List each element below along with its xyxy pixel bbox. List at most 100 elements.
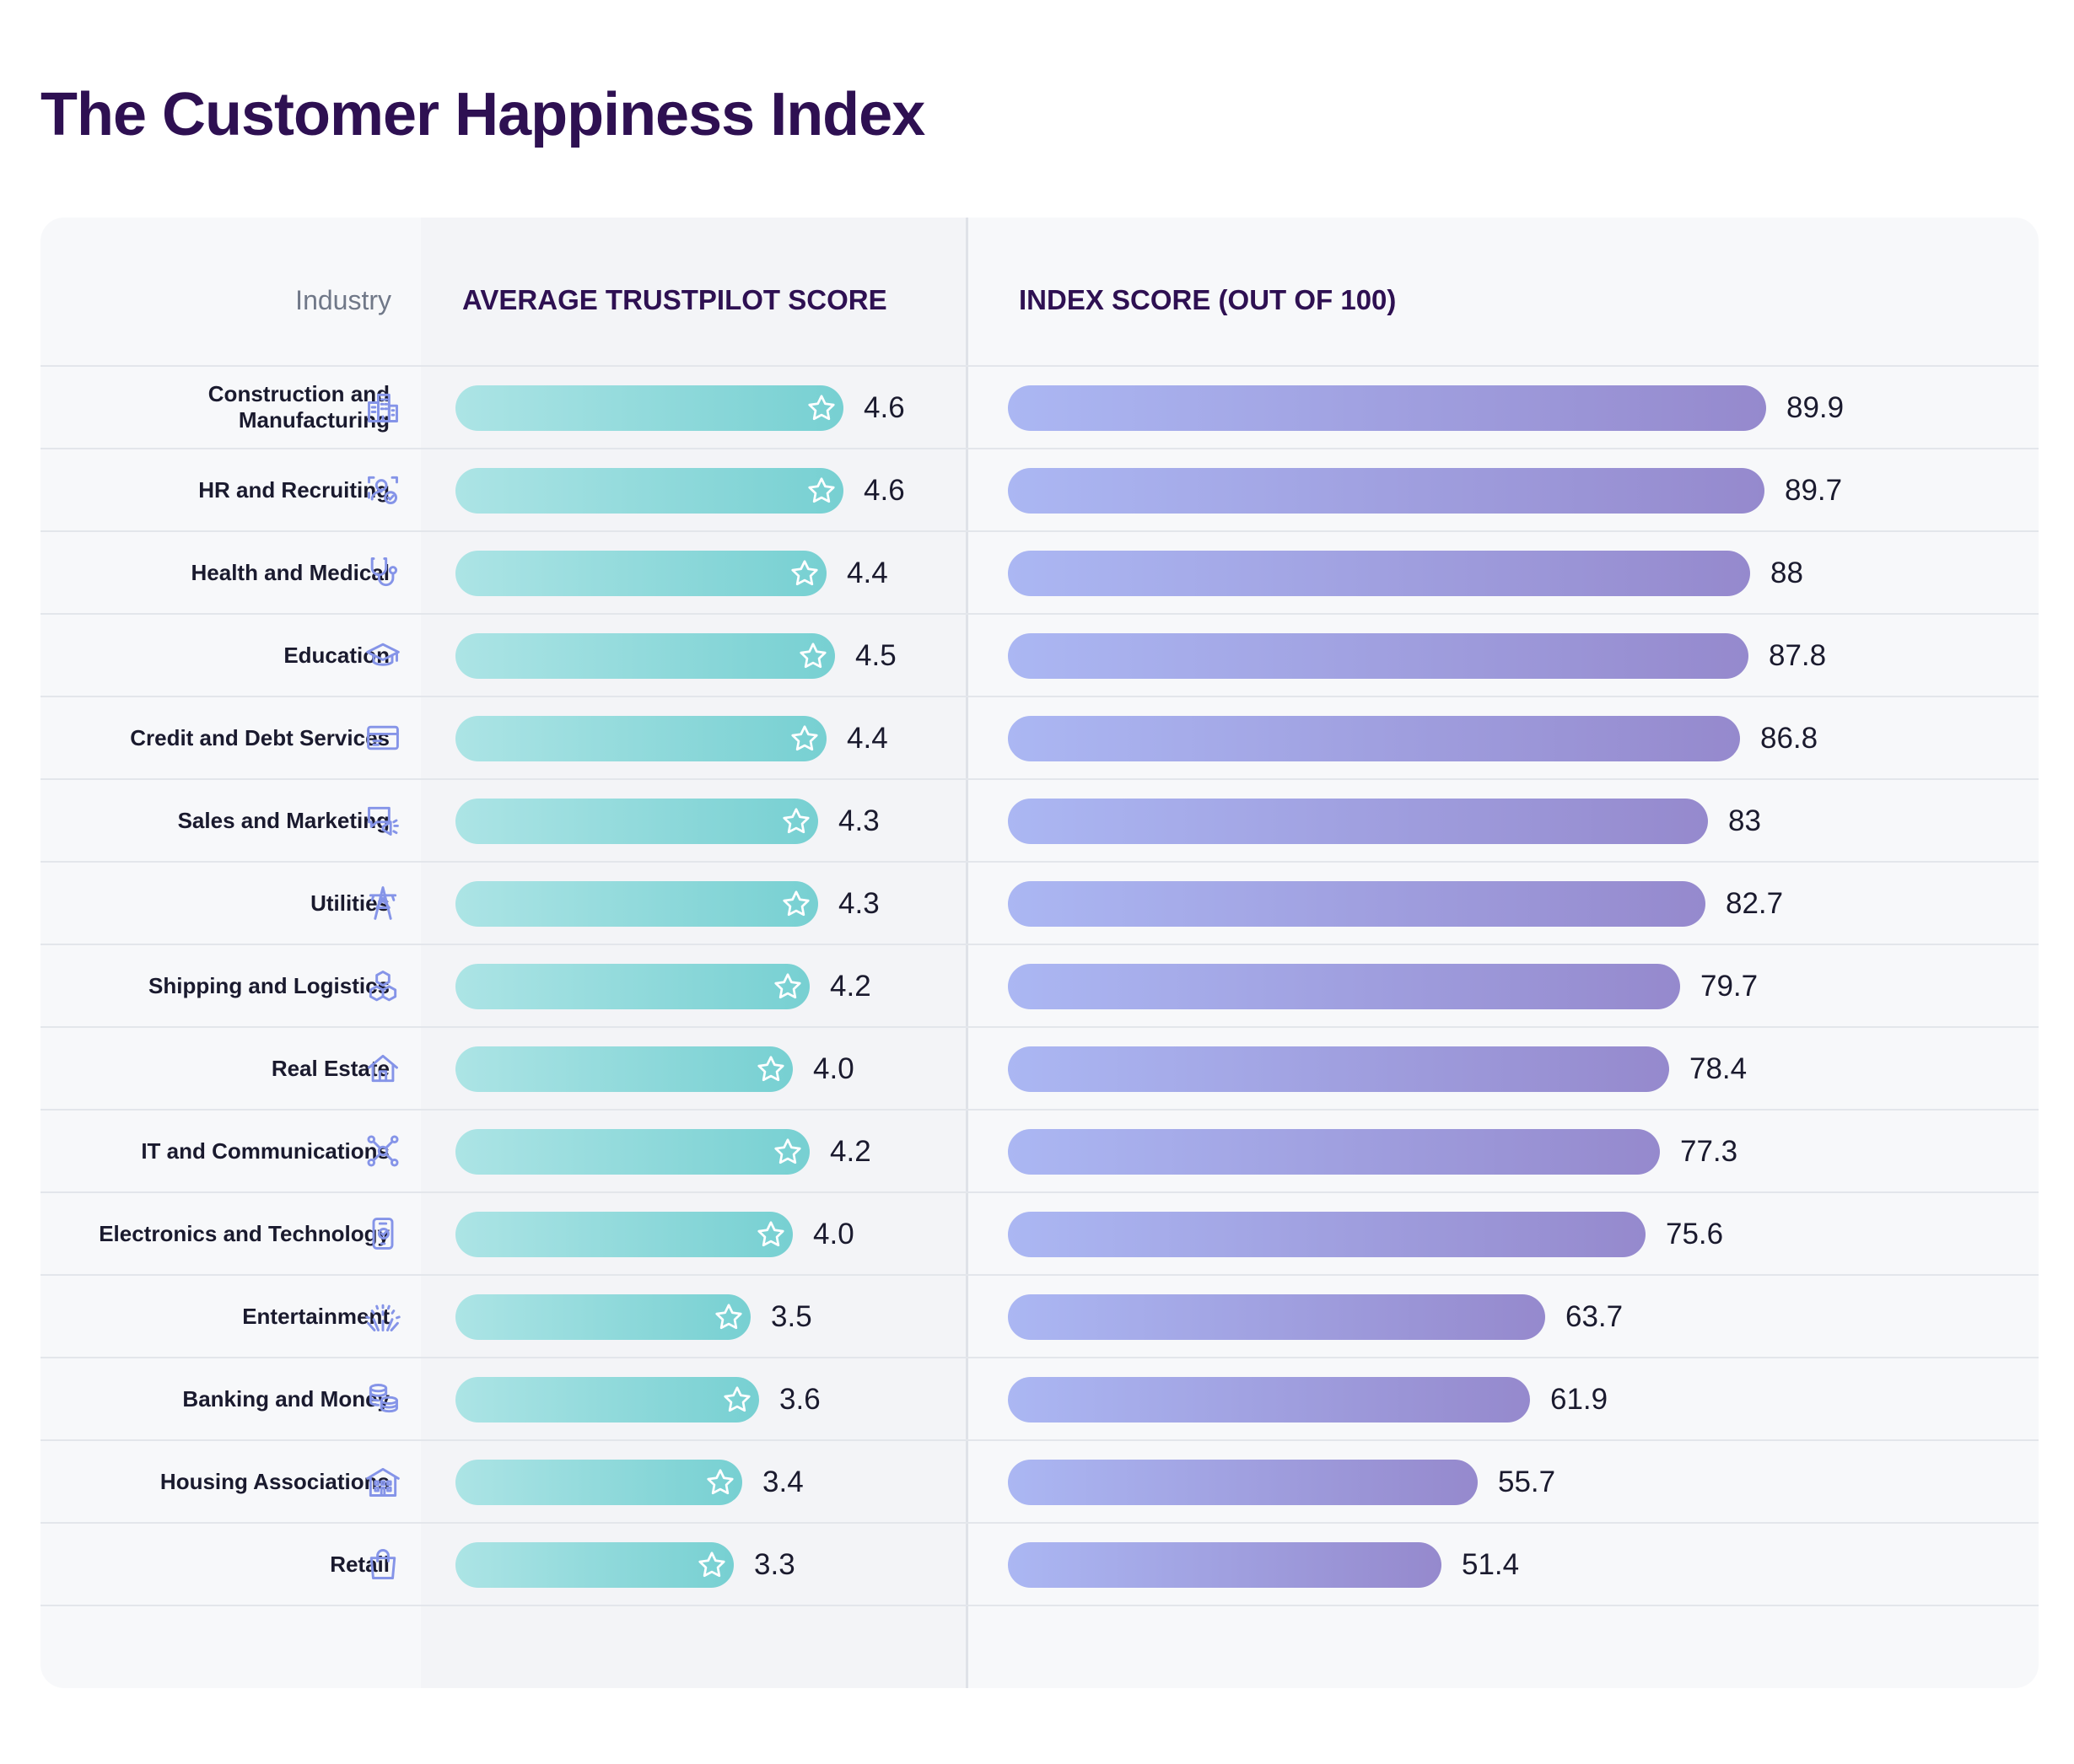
index-bar — [1008, 385, 1766, 431]
index-bar — [1008, 964, 1680, 1009]
table-row: Utilities 4.3 82.7 — [40, 861, 2039, 944]
star-icon — [789, 723, 820, 754]
star-icon — [756, 1219, 786, 1250]
star-icon — [781, 889, 811, 919]
chart-table: Industry AVERAGE TRUSTPILOT SCORE INDEX … — [40, 218, 2039, 1688]
star-icon — [806, 476, 837, 506]
trustpilot-bar — [455, 1542, 734, 1588]
table-row: Electronics and Technology 4.0 75.6 — [40, 1191, 2039, 1274]
trustpilot-value-label: 4.5 — [855, 639, 897, 672]
table-row: Construction and Manufacturing 4.6 89.9 — [40, 365, 2039, 448]
industry-label: Electronics and Technology — [99, 1220, 390, 1246]
trustpilot-value-label: 3.4 — [762, 1466, 804, 1498]
trustpilot-value-label: 3.5 — [771, 1300, 812, 1333]
table-row: Banking and Money 3.6 61.9 — [40, 1357, 2039, 1439]
index-value-label: 89.7 — [1785, 474, 1843, 507]
industry-label: Retail — [330, 1551, 390, 1577]
index-bar — [1008, 1212, 1646, 1257]
table-row: IT and Communications 4.2 77.3 — [40, 1109, 2039, 1191]
industry-label: Education — [283, 642, 390, 668]
table-row: Entertainment 3.5 63.7 — [40, 1274, 2039, 1357]
megaphone-chat-icon — [364, 802, 401, 839]
index-value-label: 61.9 — [1550, 1383, 1608, 1416]
index-bar — [1008, 1542, 1441, 1588]
trustpilot-value-label: 4.0 — [813, 1052, 854, 1085]
smartphone-icon — [364, 1215, 401, 1252]
trustpilot-bar — [455, 1046, 793, 1092]
star-icon — [798, 641, 828, 671]
table-row: Sales and Marketing 4.3 83 — [40, 778, 2039, 861]
table-row: Health and Medical 4.4 88 — [40, 530, 2039, 613]
star-icon — [773, 971, 803, 1002]
index-value-label: 63.7 — [1565, 1300, 1624, 1333]
industry-label: IT and Communications — [141, 1137, 390, 1164]
table-row: Education 4.5 87.8 — [40, 613, 2039, 696]
trustpilot-bar — [455, 468, 843, 514]
index-value-label: 86.8 — [1760, 722, 1818, 755]
coins-icon — [364, 1380, 401, 1417]
index-value-label: 77.3 — [1680, 1135, 1738, 1168]
boxes-icon — [364, 967, 401, 1004]
fireworks-icon — [364, 1298, 401, 1335]
index-bar — [1008, 551, 1750, 596]
star-icon — [705, 1467, 735, 1498]
index-value-label: 87.8 — [1769, 639, 1827, 672]
industry-label: Construction and Manufacturing — [207, 381, 390, 433]
trustpilot-bar — [455, 1294, 751, 1340]
index-bar — [1008, 881, 1705, 927]
trustpilot-value-label: 4.0 — [813, 1218, 854, 1250]
trustpilot-column-background — [421, 218, 966, 1688]
trustpilot-value-label: 3.3 — [754, 1548, 795, 1581]
industry-label: Health and Medical — [191, 559, 391, 585]
buildings-icon — [364, 389, 401, 426]
index-value-label: 82.7 — [1726, 887, 1784, 920]
industry-label: Entertainment — [242, 1303, 390, 1329]
index-bar — [1008, 716, 1740, 761]
index-bar — [1008, 799, 1708, 844]
table-row: Retail 3.3 51.4 — [40, 1522, 2039, 1606]
trustpilot-value-label: 4.6 — [864, 474, 905, 507]
power-tower-icon — [364, 885, 401, 922]
table-row: HR and Recruiting 4.6 89.7 — [40, 448, 2039, 530]
index-score-header: INDEX SCORE (OUT OF 100) — [1019, 284, 1397, 315]
trustpilot-value-label: 4.6 — [864, 391, 905, 424]
column-divider — [966, 218, 968, 1688]
trustpilot-bar — [455, 1460, 742, 1505]
trustpilot-bar — [455, 716, 827, 761]
index-bar — [1008, 1460, 1478, 1505]
industry-label: Banking and Money — [182, 1385, 390, 1412]
industry-label: Real Estate — [271, 1055, 390, 1081]
industry-label: Sales and Marketing — [177, 807, 390, 833]
industry-label: Credit and Debt Services — [130, 724, 390, 750]
trustpilot-bar — [455, 881, 818, 927]
star-icon — [697, 1550, 727, 1580]
table-row: Shipping and Logistics 4.2 79.7 — [40, 944, 2039, 1026]
trustpilot-value-label: 4.2 — [830, 970, 871, 1003]
page-title: The Customer Happiness Index — [40, 81, 925, 148]
table-row: Real Estate 4.0 78.4 — [40, 1026, 2039, 1109]
index-value-label: 75.6 — [1666, 1218, 1724, 1250]
industry-label: Housing Associations — [159, 1468, 390, 1494]
trustpilot-score-header: AVERAGE TRUSTPILOT SCORE — [462, 284, 887, 315]
star-icon — [806, 393, 837, 423]
star-icon — [789, 558, 820, 589]
star-icon — [781, 806, 811, 836]
credit-card-icon — [364, 719, 401, 756]
star-icon — [773, 1137, 803, 1167]
apartment-icon — [364, 1463, 401, 1500]
index-bar — [1008, 633, 1748, 679]
index-bar — [1008, 468, 1764, 514]
index-value-label: 51.4 — [1462, 1548, 1520, 1581]
table-row: Housing Associations 3.4 55.7 — [40, 1439, 2039, 1522]
index-value-label: 83 — [1728, 804, 1761, 837]
star-icon — [722, 1385, 752, 1415]
industry-label: Shipping and Logistics — [148, 972, 390, 998]
trustpilot-bar — [455, 551, 827, 596]
trustpilot-value-label: 4.2 — [830, 1135, 871, 1168]
index-value-label: 79.7 — [1700, 970, 1759, 1003]
star-icon — [714, 1302, 744, 1332]
trustpilot-bar — [455, 385, 843, 431]
recruiting-icon — [364, 471, 401, 508]
index-value-label: 78.4 — [1689, 1052, 1748, 1085]
network-icon — [364, 1132, 401, 1170]
